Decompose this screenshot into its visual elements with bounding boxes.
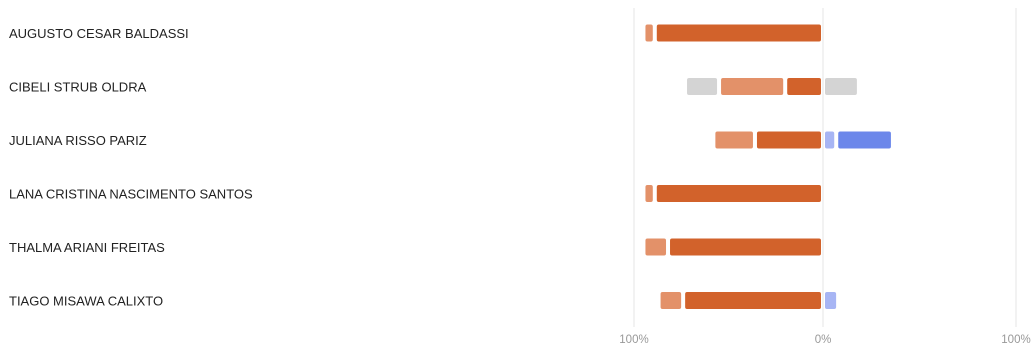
bar-segment-2-1: [715, 131, 753, 149]
bar-segment-4-0: [670, 238, 821, 256]
bar-segment-1-0: [787, 78, 821, 95]
category-label: TIAGO MISAWA CALIXTO: [9, 294, 163, 309]
x-tick-label: 100%: [1001, 334, 1030, 346]
bars: [645, 24, 891, 309]
bar-segment-3-1: [645, 185, 653, 202]
category-label: LANA CRISTINA NASCIMENTO SANTOS: [9, 187, 253, 202]
bar-segment-0-1: [645, 24, 653, 42]
bar-segment-3-0: [656, 185, 821, 202]
bar-segment-2-0: [756, 131, 821, 149]
bar-segment-1-1: [721, 78, 784, 95]
bar-segment-5-0: [685, 292, 821, 309]
category-label: CIBELI STRUB OLDRA: [9, 80, 147, 95]
category-labels: AUGUSTO CESAR BALDASSI CIBELI STRUB OLDRA…: [9, 26, 253, 309]
bar-segment-1-2: [687, 78, 718, 95]
gridlines: [633, 8, 1017, 327]
bar-segment-2-4: [825, 131, 835, 149]
x-tick-label: 0%: [815, 334, 832, 346]
bar-segment-4-1: [645, 238, 667, 256]
bar-segment-2-5: [838, 131, 891, 149]
category-label: AUGUSTO CESAR BALDASSI: [9, 26, 189, 41]
category-label: THALMA ARIANI FREITAS: [9, 240, 165, 255]
x-tick-label: 100%: [619, 334, 648, 346]
bar-segment-5-4: [825, 292, 837, 309]
bar-segment-0-0: [656, 24, 821, 42]
bar-segment-1-3: [825, 78, 857, 95]
category-label: JULIANA RISSO PARIZ: [9, 133, 147, 148]
bar-segment-5-1: [660, 292, 682, 309]
x-axis-tick-labels: 100% 0% 100%: [619, 334, 1030, 346]
